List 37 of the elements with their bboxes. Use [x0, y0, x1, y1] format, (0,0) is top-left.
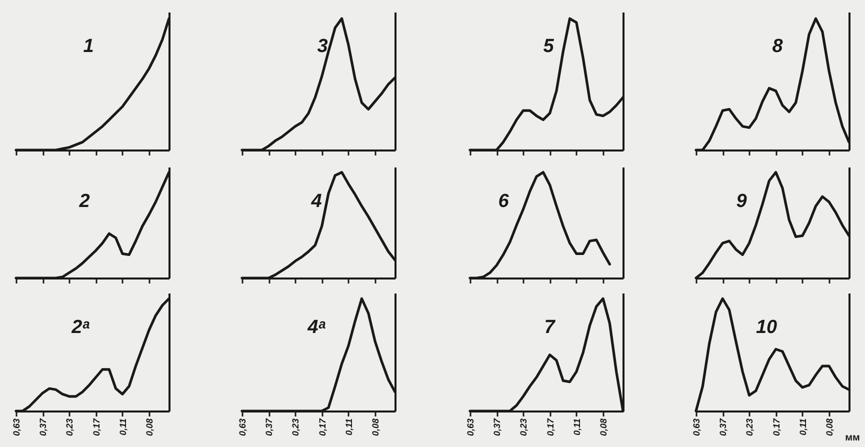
text: 2ᵃ	[70, 317, 90, 338]
x-tick-label: 0,63	[12, 418, 22, 436]
x-tick-label: 0,17	[771, 418, 782, 436]
x-tick-label: 0,08	[824, 418, 835, 436]
x-tick-label: 0,17	[545, 418, 556, 436]
x-tick-label: 0,17	[91, 418, 102, 436]
x-tick-label: 0,63	[238, 418, 248, 436]
x-tick-label: 0,11	[344, 418, 354, 436]
text: 4ᵃ	[306, 317, 326, 338]
x-tick-label: 0,37	[38, 418, 48, 436]
text: 5	[543, 36, 554, 57]
x-tick-label: 0,08	[370, 418, 381, 436]
x-tick-label: 0,37	[264, 418, 274, 436]
text: 3	[317, 36, 328, 57]
x-tick-label: 0,11	[572, 418, 582, 436]
text: 2	[78, 191, 90, 212]
x-tick-label: 0,11	[798, 418, 808, 436]
x-tick-label: 0,23	[64, 418, 75, 436]
x-tick-label: 0,23	[518, 418, 529, 436]
x-tick-label: 0,63	[466, 418, 476, 436]
text: 10	[756, 317, 778, 338]
text: 9	[736, 191, 748, 212]
text: 1	[83, 36, 94, 57]
text: 8	[772, 36, 784, 57]
x-tick-label: 0,23	[744, 418, 755, 436]
x-tick-label: 0,23	[290, 418, 301, 436]
text: 6	[498, 191, 510, 212]
x-tick-label: 0,37	[492, 418, 502, 436]
text: 4	[310, 191, 322, 212]
text: 7	[544, 317, 556, 338]
x-axis-title: мм	[845, 432, 860, 444]
x-tick-label: 0,17	[317, 418, 328, 436]
x-tick-label: 0,63	[692, 418, 702, 436]
x-tick-label: 0,08	[598, 418, 609, 436]
x-tick-label: 0,08	[144, 418, 155, 436]
x-tick-label: 0,11	[118, 418, 128, 436]
x-tick-label: 0,37	[718, 418, 728, 436]
